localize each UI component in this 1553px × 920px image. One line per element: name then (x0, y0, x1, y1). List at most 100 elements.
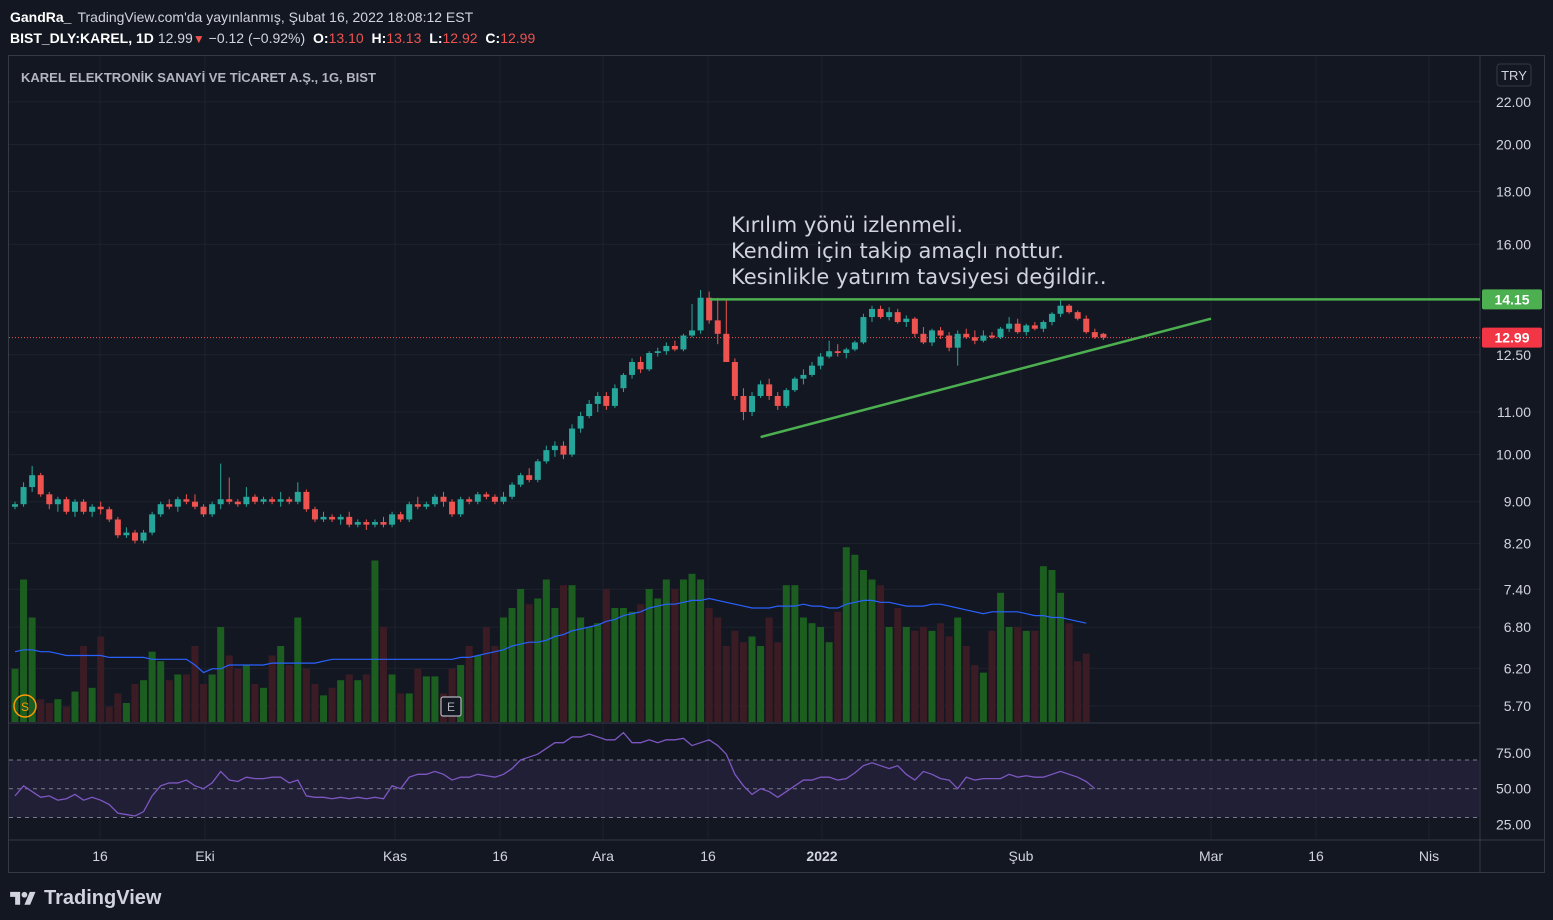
candle-body (766, 384, 773, 396)
candle-body (526, 475, 533, 480)
candle-body (971, 337, 978, 341)
low-value: 12.92 (442, 30, 478, 46)
volume-bar (731, 630, 739, 722)
volume-bar (182, 674, 190, 722)
volume-bar (1022, 630, 1030, 722)
volume-bar (842, 547, 850, 722)
chart-canvas[interactable]: Kırılım yönü izlenmeli.Kendim için takip… (9, 56, 1544, 872)
volume-bar (20, 579, 28, 722)
candle-body (534, 461, 541, 480)
price-tick-label: 10.00 (1496, 447, 1531, 463)
publish-line: GandRa_ TradingView.com'da yayınlanmış, Ş… (10, 7, 535, 28)
volume-bar (705, 608, 713, 722)
volume-bar (54, 699, 62, 722)
volume-bar (225, 655, 233, 722)
volume-bar (679, 579, 687, 722)
candle-body (406, 504, 413, 520)
symbol-line: BIST_DLY:KAREL, 1D 12.99▼ −0.12 (−0.92%)… (10, 28, 535, 50)
volume-bar (191, 646, 199, 722)
volume-ma-line (14, 597, 1087, 674)
price-tick-label: 22.00 (1496, 94, 1531, 110)
volume-bar (431, 676, 439, 722)
candle-body (294, 491, 301, 502)
candle-body (826, 351, 833, 357)
volume-bar (525, 604, 533, 722)
volume-bar (859, 570, 867, 722)
volume-bar (217, 627, 225, 722)
volume-bar (688, 573, 696, 722)
candle-body (509, 484, 516, 497)
volume-bar (654, 598, 662, 722)
candle-body (586, 403, 593, 417)
candle-body (577, 416, 584, 429)
volume-bar (45, 703, 53, 722)
candle-body (131, 532, 138, 541)
volume-bar (105, 706, 113, 722)
candle-body (346, 516, 353, 525)
close-value: 12.99 (500, 30, 536, 46)
annotation-text: Kırılım yönü izlenmeli. (731, 213, 963, 237)
volume-bar (474, 655, 482, 722)
candle-body (20, 487, 27, 505)
volume-bar (277, 646, 285, 722)
candle-body (723, 333, 730, 362)
symbol-label[interactable]: BIST_DLY:KAREL, 1D (10, 30, 154, 46)
volume-bar (568, 585, 576, 722)
candle-body (337, 516, 344, 520)
publish-info: TradingView.com'da yayınlanmış, Şubat 16… (77, 9, 474, 25)
volume-bar (911, 630, 919, 722)
candle-body (1006, 323, 1013, 329)
volume-bar (345, 674, 353, 722)
candle-body (106, 509, 113, 520)
rsi-tick-label: 75.00 (1496, 745, 1531, 761)
candle-body (80, 501, 87, 512)
chart-frame[interactable]: Kırılım yönü izlenmeli. Kendim için takip… (8, 55, 1545, 873)
volume-bar (302, 668, 310, 722)
candle-body (894, 312, 901, 323)
candle-body (414, 504, 421, 507)
candle-body (183, 499, 190, 502)
candle-body (680, 335, 687, 350)
tradingview-logo[interactable]: TradingView (8, 887, 161, 910)
last-price-badge-label: 12.99 (1494, 330, 1529, 346)
volume-bar (791, 585, 799, 722)
volume-bar (1014, 627, 1022, 722)
candle-body (740, 395, 747, 412)
price-tick-label: 7.40 (1504, 581, 1531, 597)
candle-body (611, 388, 618, 406)
candle-body (311, 509, 318, 520)
price-tick-label: 5.70 (1504, 698, 1531, 714)
volume-bar (337, 680, 345, 722)
volume-bar (937, 623, 945, 722)
volume-bar (671, 589, 679, 722)
candle-body (517, 475, 524, 485)
volume-bar (131, 684, 139, 722)
candle-body (166, 504, 173, 507)
price-tick-label: 20.00 (1496, 137, 1531, 153)
candle-body (491, 496, 498, 502)
author-name[interactable]: GandRa_ (10, 9, 72, 25)
volume-bar (260, 687, 268, 722)
candle-body (937, 330, 944, 336)
volume-bar (517, 589, 525, 722)
candle-body (286, 499, 293, 502)
volume-bar (37, 699, 45, 722)
volume-bar (945, 636, 953, 722)
candle-body (449, 501, 456, 515)
candle-body (157, 504, 164, 515)
price-tick-label: 9.00 (1504, 494, 1531, 510)
volume-bar (637, 604, 645, 722)
candle-body (629, 361, 636, 375)
volume-bar (148, 651, 156, 722)
candle-body (217, 499, 224, 505)
volume-bar (1082, 653, 1090, 722)
volume-bar (354, 680, 362, 722)
volume-bar (997, 592, 1005, 722)
volume-bar (71, 691, 79, 722)
volume-bar (448, 668, 456, 722)
volume-bar (928, 630, 936, 722)
candle-body (543, 450, 550, 462)
time-tick-label: Kas (383, 848, 407, 864)
annotation-text: Kesinlikle yatırım tavsiyesi değildir.. (731, 265, 1107, 289)
volume-bar (362, 674, 370, 722)
